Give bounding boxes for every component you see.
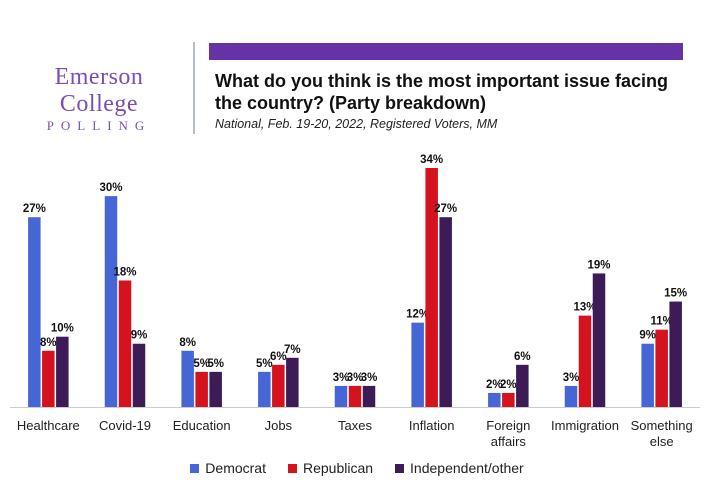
bar (28, 217, 41, 407)
data-label: 5% (256, 358, 273, 370)
data-label: 10% (51, 323, 74, 335)
bar (286, 357, 299, 407)
bar (516, 364, 529, 407)
bar (564, 385, 578, 407)
data-label: 12% (406, 309, 429, 321)
logo-sub-text: POLLING (46, 118, 152, 133)
bar (488, 392, 501, 407)
legend-label: Republican (302, 460, 374, 476)
bar (348, 385, 362, 407)
category-label: affairs (491, 434, 527, 449)
bar (641, 343, 654, 407)
accent-bar (209, 43, 683, 60)
category-label: Covid-19 (99, 418, 151, 433)
bar (425, 168, 438, 407)
data-label: 9% (639, 330, 656, 342)
bar (578, 315, 592, 407)
chart-subtitle: National, Feb. 19-20, 2022, Registered V… (215, 117, 498, 131)
bar (502, 392, 515, 407)
emerson-logo: Emerson College POLLING (14, 64, 184, 134)
bar (669, 301, 682, 407)
bar (439, 217, 452, 407)
data-label: 18% (113, 266, 136, 278)
legend-item: Democrat (190, 460, 266, 476)
data-label: 34% (420, 154, 443, 166)
bar (272, 364, 285, 407)
data-label: 3% (347, 372, 364, 384)
category-label: else (650, 434, 674, 449)
category-label: Something (631, 418, 693, 433)
data-label: 2% (486, 379, 503, 391)
data-label: 9% (131, 330, 148, 342)
data-label: 6% (514, 351, 531, 363)
data-label: 27% (434, 203, 457, 215)
bar (258, 371, 271, 407)
header-divider (193, 42, 195, 134)
legend-swatch (395, 463, 405, 473)
bar (132, 343, 146, 407)
data-label: 8% (179, 337, 196, 349)
category-label: Taxes (338, 418, 372, 433)
legend-item: Republican (287, 460, 374, 476)
bar (56, 336, 69, 407)
data-label: 11% (650, 316, 672, 328)
category-label: Education (173, 418, 231, 433)
data-label: 3% (563, 372, 580, 384)
chart-legend: Democrat Republican Independent/other (0, 460, 714, 476)
bar (655, 329, 668, 407)
data-label: 6% (270, 351, 287, 363)
bar (362, 385, 376, 407)
data-label: 2% (500, 379, 517, 391)
data-label: 27% (23, 203, 46, 215)
data-label: 3% (333, 372, 350, 384)
legend-label: Democrat (205, 460, 266, 476)
bar (104, 196, 118, 407)
bar (592, 273, 606, 407)
data-label: 3% (361, 372, 378, 384)
data-label: 5% (207, 358, 224, 370)
legend-swatch (287, 463, 297, 473)
data-label: 5% (193, 358, 210, 370)
category-label: Inflation (409, 418, 455, 433)
chart-title: What do you think is the most important … (215, 71, 669, 113)
data-label: 7% (284, 344, 301, 356)
data-label: 19% (587, 259, 610, 271)
bar (195, 371, 208, 407)
legend-swatch (190, 463, 200, 473)
legend-label: Independent/other (410, 460, 524, 476)
bar (181, 350, 194, 407)
bar (209, 371, 222, 407)
logo-main-text: Emerson College (54, 64, 144, 117)
data-label: 15% (664, 288, 687, 300)
bar (118, 280, 132, 407)
category-label: Immigration (551, 418, 619, 433)
legend-item: Independent/other (395, 460, 524, 476)
data-label: 13% (573, 302, 596, 314)
bar (334, 385, 348, 407)
data-label: 8% (40, 337, 57, 349)
category-label: Jobs (265, 418, 293, 433)
category-label: Healthcare (17, 418, 80, 433)
category-label: Foreign (486, 418, 530, 433)
bar (411, 322, 424, 407)
bar (42, 350, 55, 407)
data-label: 30% (99, 182, 122, 194)
